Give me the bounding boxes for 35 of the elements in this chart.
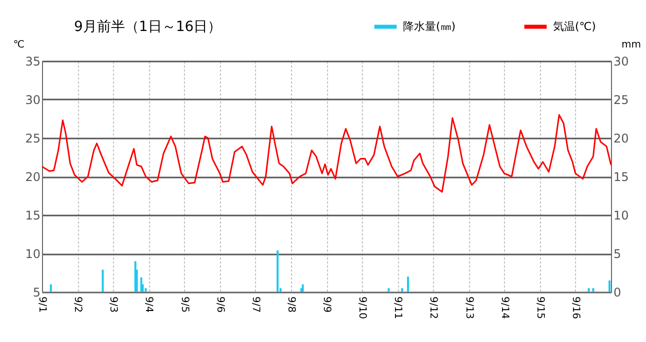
y-tick-label: 25 (25, 132, 40, 146)
y-tick-label: 15 (25, 208, 40, 222)
y2-tick-label: 10 (614, 208, 629, 222)
x-tick-label: 9/11 (392, 296, 404, 319)
chart-title: 9月前半（1日～16日） (74, 19, 222, 35)
legend-label: 降水量(㎜) (403, 20, 456, 33)
x-tick-label: 9/9 (321, 296, 332, 313)
x-tick-label: 9/14 (498, 296, 510, 319)
x-tick-label: 9/16 (570, 296, 581, 319)
x-tick-label: 9/6 (214, 296, 226, 313)
y2-tick-label: 0 (614, 286, 622, 300)
x-tick-label: 9/13 (463, 296, 474, 319)
x-tick-label: 9/1 (36, 296, 48, 313)
y2-tick-label: 5 (614, 247, 622, 261)
y2-tick-label: 15 (614, 170, 629, 184)
y-tick-label: 20 (25, 170, 40, 184)
y-tick-label: 10 (25, 247, 40, 261)
y-tick-label: 35 (25, 54, 40, 68)
y2-tick-label: 25 (614, 93, 629, 107)
x-tick-label: 9/12 (428, 296, 439, 319)
x-tick-label: 9/2 (72, 296, 84, 313)
y-tick-label: 5 (32, 286, 40, 300)
x-tick-label: 9/7 (250, 296, 261, 313)
x-tick-label: 9/10 (356, 296, 368, 319)
x-tick-label: 9/4 (143, 296, 154, 313)
x-tick-label: 9/3 (108, 296, 119, 313)
y2-tick-label: 30 (614, 54, 629, 68)
y2-axis-title: mm (622, 40, 641, 50)
x-tick-label: 9/15 (534, 296, 546, 319)
legend-label: 気温(℃) (553, 20, 596, 33)
y-tick-label: 30 (25, 93, 40, 107)
y2-tick-label: 20 (614, 132, 629, 146)
x-tick-label: 9/5 (178, 296, 190, 313)
x-tick-label: 9/8 (285, 296, 296, 313)
y-axis-title: ℃ (13, 40, 24, 50)
